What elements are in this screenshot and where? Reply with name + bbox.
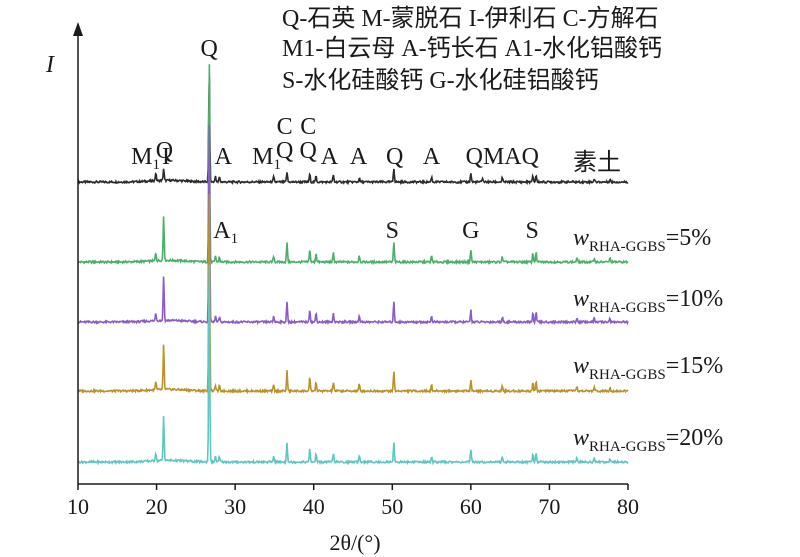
series-line <box>77 77 629 186</box>
peak-label: Q <box>156 138 173 164</box>
x-tick-label: 30 <box>224 494 246 519</box>
peak-label: S <box>386 218 399 244</box>
peak-label: A <box>321 144 339 170</box>
peak-label: A <box>215 144 233 170</box>
chart-axes <box>73 22 628 485</box>
x-tick-label: 50 <box>381 494 403 519</box>
series-label: wRHA-GGBS=20% <box>573 425 723 455</box>
peak-label: Q <box>276 138 293 164</box>
series-labels: 素土 wRHA-GGBS=5% wRHA-GGBS=10% wRHA-GGBS=15%… <box>573 149 723 455</box>
series-line <box>77 194 629 395</box>
peak-label: S <box>525 218 538 244</box>
x-tick-label: 70 <box>538 494 560 519</box>
series-label: wRHA-GGBS=5% <box>573 225 711 255</box>
phase-legend-line: S-水化硅酸钙 G-水化硅铝酸钙 <box>282 67 599 94</box>
peak-label: A <box>423 144 441 170</box>
peak-label: C <box>300 114 316 140</box>
x-tick-label: 10 <box>67 494 89 519</box>
peak-label: A1 <box>213 218 238 247</box>
series-label: wRHA-GGBS=10% <box>573 286 723 316</box>
series-label: wRHA-GGBS=15% <box>573 353 723 383</box>
peak-label: Q <box>300 138 317 164</box>
diffraction-curves <box>77 64 629 466</box>
x-tick-label: 80 <box>617 494 639 519</box>
peak-label: QMAQ <box>466 144 539 170</box>
phase-legend: Q-石英 M-蒙脱石 I-伊利石 C-方解石 M1-白云母 A-钙长石 A1-水化… <box>282 5 662 94</box>
series-label: 素土 <box>573 149 621 176</box>
x-tick-marks <box>77 484 629 490</box>
x-tick-labels: 10 20 30 40 50 60 70 80 <box>67 494 639 519</box>
phase-legend-line: Q-石英 M-蒙脱石 I-伊利石 C-方解石 <box>282 5 659 32</box>
x-tick-label: 20 <box>146 494 168 519</box>
peak-label: A <box>350 144 368 170</box>
y-axis-label: I <box>45 52 55 78</box>
peak-label: I <box>162 144 170 170</box>
series-line <box>77 264 629 466</box>
peak-label: G <box>462 218 479 244</box>
y-axis-arrow <box>73 22 83 36</box>
peak-label: Q <box>201 36 218 62</box>
phase-legend-line: M1-白云母 A-钙长石 A1-水化铝酸钙 <box>282 35 662 62</box>
x-tick-label: 60 <box>460 494 482 519</box>
series-line <box>77 64 629 266</box>
peak-label: Q <box>386 144 403 170</box>
x-tick-label: 40 <box>303 494 325 519</box>
series-line <box>77 125 629 326</box>
x-axis-label: 2θ/(°) <box>329 530 380 555</box>
peak-label: C <box>277 114 293 140</box>
